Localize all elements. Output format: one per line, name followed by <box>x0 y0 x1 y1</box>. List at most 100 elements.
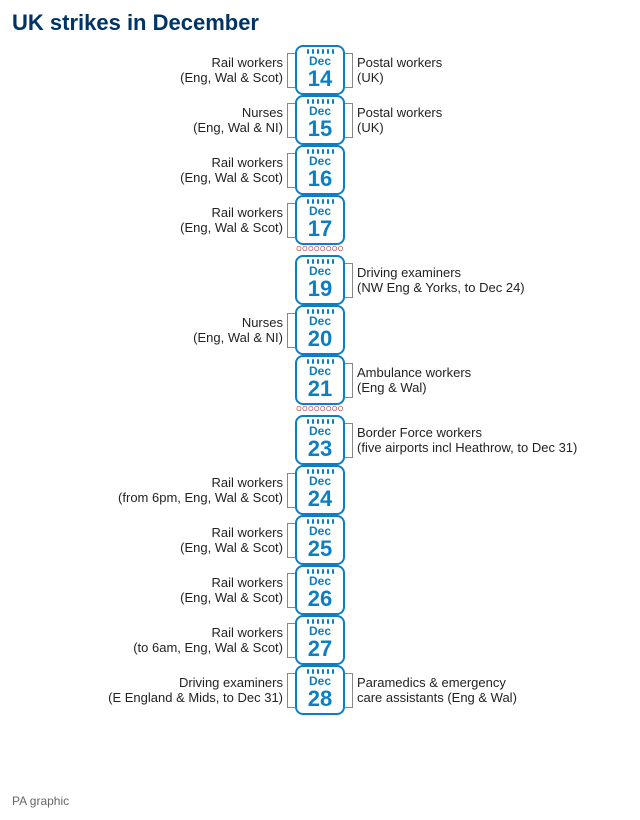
day-number: 15 <box>297 118 343 140</box>
date-row: Dec26Rail workers(Eng, Wal & Scot) <box>295 565 345 615</box>
strike-group: Rail workers <box>211 625 283 640</box>
bracket-connector <box>287 673 295 708</box>
strike-entry: Driving examiners(E England & Mids, to D… <box>108 665 283 715</box>
strike-detail: (Eng, Wal & Scot) <box>180 70 283 85</box>
strike-detail: (Eng, Wal & NI) <box>193 330 283 345</box>
strike-detail: (Eng, Wal & Scot) <box>180 590 283 605</box>
day-number: 21 <box>297 378 343 400</box>
bracket-connector <box>345 53 353 88</box>
strike-detail: (Eng, Wal & NI) <box>193 120 283 135</box>
strike-entry: Ambulance workers(Eng & Wal) <box>357 355 471 405</box>
strike-group: Rail workers <box>211 575 283 590</box>
strike-entry: Border Force workers(five airports incl … <box>357 415 577 465</box>
strike-detail: (E England & Mids, to Dec 31) <box>108 690 283 705</box>
day-number: 20 <box>297 328 343 350</box>
calendar-date-box: Dec14 <box>295 45 345 95</box>
calendar-date-box: Dec26 <box>295 565 345 615</box>
strike-entry: Nurses(Eng, Wal & NI) <box>193 95 283 145</box>
day-number: 24 <box>297 488 343 510</box>
strike-entry: Nurses(Eng, Wal & NI) <box>193 305 283 355</box>
calendar-date-box: Dec21 <box>295 355 345 405</box>
bracket-connector <box>287 53 295 88</box>
calendar-date-box: Dec17 <box>295 195 345 245</box>
strike-detail: (UK) <box>357 70 384 85</box>
date-row: Dec27Rail workers(to 6am, Eng, Wal & Sco… <box>295 615 345 665</box>
strike-detail: (from 6pm, Eng, Wal & Scot) <box>118 490 283 505</box>
date-row: Dec14Rail workers(Eng, Wal & Scot)Postal… <box>295 45 345 95</box>
strike-detail: (to 6am, Eng, Wal & Scot) <box>133 640 283 655</box>
strike-group: Paramedics & emergency <box>357 675 506 690</box>
strike-group: Nurses <box>242 105 283 120</box>
strike-group: Postal workers <box>357 55 442 70</box>
strike-group: Rail workers <box>211 205 283 220</box>
strike-detail: (Eng & Wal) <box>357 380 427 395</box>
strike-detail: (Eng, Wal & Scot) <box>180 220 283 235</box>
bracket-connector <box>287 573 295 608</box>
strike-entry: Rail workers(to 6am, Eng, Wal & Scot) <box>133 615 283 665</box>
calendar-date-box: Dec16 <box>295 145 345 195</box>
strike-entry: Rail workers(Eng, Wal & Scot) <box>180 45 283 95</box>
date-row: Dec28Driving examiners(E England & Mids,… <box>295 665 345 715</box>
strike-detail: (Eng, Wal & Scot) <box>180 170 283 185</box>
strike-group: Rail workers <box>211 475 283 490</box>
bracket-connector <box>345 363 353 398</box>
calendar-date-box: Dec27 <box>295 615 345 665</box>
day-number: 19 <box>297 278 343 300</box>
strike-entry: Paramedics & emergencycare assistants (E… <box>357 665 517 715</box>
bracket-connector <box>345 103 353 138</box>
strike-group: Nurses <box>242 315 283 330</box>
gap-marker: OOOOOOOO <box>295 245 345 255</box>
day-number: 23 <box>297 438 343 460</box>
bracket-connector <box>345 423 353 458</box>
bracket-connector <box>345 673 353 708</box>
day-number: 16 <box>297 168 343 190</box>
strike-detail: (UK) <box>357 120 384 135</box>
bracket-connector <box>287 203 295 238</box>
bracket-connector <box>287 523 295 558</box>
date-row: Dec15Nurses(Eng, Wal & NI)Postal workers… <box>295 95 345 145</box>
bracket-connector <box>287 153 295 188</box>
calendar-date-box: Dec25 <box>295 515 345 565</box>
day-number: 17 <box>297 218 343 240</box>
date-row: Dec24Rail workers(from 6pm, Eng, Wal & S… <box>295 465 345 515</box>
bracket-connector <box>287 103 295 138</box>
date-row: Dec21Ambulance workers(Eng & Wal) <box>295 355 345 405</box>
date-row: Dec20Nurses(Eng, Wal & NI) <box>295 305 345 355</box>
calendar-date-box: Dec20 <box>295 305 345 355</box>
strike-group: Ambulance workers <box>357 365 471 380</box>
strike-detail: (five airports incl Heathrow, to Dec 31) <box>357 440 577 455</box>
calendar-date-box: Dec24 <box>295 465 345 515</box>
bracket-connector <box>287 623 295 658</box>
date-row: Dec19Driving examiners(NW Eng & Yorks, t… <box>295 255 345 305</box>
strike-group: Driving examiners <box>357 265 461 280</box>
day-number: 28 <box>297 688 343 710</box>
strike-entry: Rail workers(from 6pm, Eng, Wal & Scot) <box>118 465 283 515</box>
strike-detail: (Eng, Wal & Scot) <box>180 540 283 555</box>
bracket-connector <box>345 263 353 298</box>
day-number: 25 <box>297 538 343 560</box>
calendar-date-box: Dec19 <box>295 255 345 305</box>
strike-entry: Rail workers(Eng, Wal & Scot) <box>180 515 283 565</box>
strike-group: Border Force workers <box>357 425 482 440</box>
strike-entry: Driving examiners(NW Eng & Yorks, to Dec… <box>357 255 525 305</box>
strike-entry: Postal workers(UK) <box>357 45 442 95</box>
strike-entry: Postal workers(UK) <box>357 95 442 145</box>
day-number: 14 <box>297 68 343 90</box>
date-row: Dec16Rail workers(Eng, Wal & Scot) <box>295 145 345 195</box>
strike-entry: Rail workers(Eng, Wal & Scot) <box>180 195 283 245</box>
date-row: Dec23Border Force workers(five airports … <box>295 415 345 465</box>
strike-detail: care assistants (Eng & Wal) <box>357 690 517 705</box>
calendar-date-box: Dec15 <box>295 95 345 145</box>
calendar-date-box: Dec28 <box>295 665 345 715</box>
calendar-date-box: Dec23 <box>295 415 345 465</box>
day-number: 27 <box>297 638 343 660</box>
strike-group: Rail workers <box>211 55 283 70</box>
strike-detail: (NW Eng & Yorks, to Dec 24) <box>357 280 525 295</box>
bracket-connector <box>287 473 295 508</box>
page-title: UK strikes in December <box>12 10 259 36</box>
strike-group: Rail workers <box>211 525 283 540</box>
footer-credit: PA graphic <box>12 794 69 808</box>
gap-marker: OOOOOOOO <box>295 405 345 415</box>
bracket-connector <box>287 313 295 348</box>
date-row: Dec25Rail workers(Eng, Wal & Scot) <box>295 515 345 565</box>
